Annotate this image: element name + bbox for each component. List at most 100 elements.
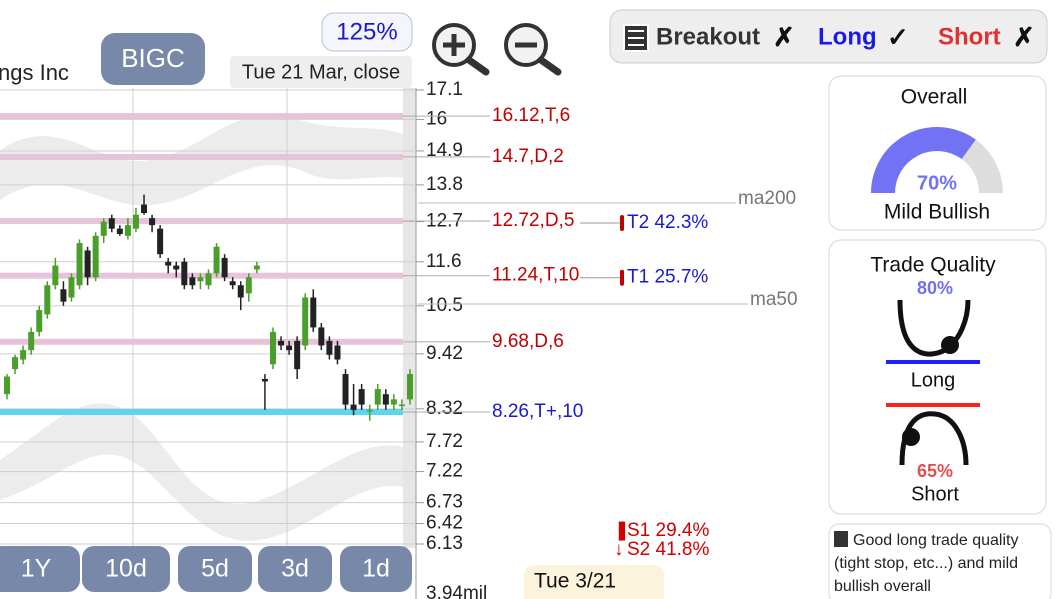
candle-body [382,394,389,405]
signal-mark: ✓ [887,22,909,52]
candle-body [390,399,397,405]
candle-body [366,409,373,412]
candle-body [350,404,357,410]
date-box [230,56,412,88]
date-badge-box [524,565,664,599]
candle-body [221,257,228,278]
stop-icon: ❚ [614,520,630,541]
candle-body [68,277,75,298]
candle-body [261,378,268,382]
zoom-out[interactable] [504,23,562,76]
candle-body [294,340,301,370]
y-tick-label: 13.8 [426,174,463,195]
zoom-in[interactable] [432,23,490,76]
candle-body [326,340,333,355]
short-label: Short [911,483,959,505]
menu-icon[interactable] [623,24,649,52]
signal-label[interactable]: Long [818,23,877,50]
period-button[interactable] [340,546,412,592]
note-icon [834,531,848,547]
period-label[interactable]: 5d [201,555,229,583]
candle-body [374,389,381,405]
period-button[interactable] [82,546,170,592]
date-badge: Tue 3/21 [534,570,616,593]
target-icon [620,269,624,286]
period-button[interactable] [258,546,332,592]
candle-body [132,214,139,229]
y-tick-label: 8.32 [426,398,463,419]
candle-body [302,297,309,346]
candle-body [213,246,220,274]
zoom-out-handle[interactable] [537,56,562,76]
candle-body [278,340,285,346]
company: ngs Inc [0,60,69,85]
y-tick-label: 17.1 [426,79,463,100]
candle-body [36,310,43,332]
band [0,115,416,206]
candle-body [157,228,164,255]
level-label: 9.68,D,6 [492,331,564,352]
y-tick-label: 6.13 [426,533,463,554]
zoom-in-handle[interactable] [465,56,490,76]
candle-body [165,261,172,266]
candle-body [4,376,10,395]
y-tick-label: 7.22 [426,461,463,482]
candle-body [173,265,180,270]
zoom-box[interactable] [321,12,413,52]
ticker[interactable]: BIGC [121,43,185,73]
candle-body [84,250,91,278]
zoom-in-plus[interactable] [443,34,465,56]
candle-body [398,404,405,407]
long-value: 80% [917,278,953,298]
overall-rating: Mild Bullish [884,201,990,224]
period-button[interactable] [178,546,252,592]
long-dot [941,336,959,354]
period-label[interactable]: 10d [105,555,147,583]
quality-card [828,239,1047,515]
period-button[interactable] [0,546,80,592]
zoom[interactable]: 125% [336,18,397,45]
quality-title: Trade Quality [870,254,996,277]
y-tick-label: 7.72 [426,431,463,452]
candle-body [108,218,115,229]
candle-body [124,225,131,236]
overall-value: 70% [917,172,957,194]
candle-body [181,261,188,286]
candle-body [334,345,341,360]
period-label[interactable]: 1Y [21,555,52,583]
level-band [0,409,403,416]
y-tick-label: 11.6 [426,251,462,272]
y-tick-label: 14.9 [426,140,463,161]
y-tick-label: 6.42 [426,513,463,534]
signal-mark: ✗ [1013,22,1035,52]
note-card [828,523,1052,599]
target-label: T1 25.7% [627,267,708,288]
candle-body [52,265,59,286]
candle-body [197,277,204,282]
signal-label[interactable]: Breakout [656,23,760,50]
level-band [0,153,403,160]
level-band [0,272,403,279]
ticker-button[interactable] [101,33,205,85]
level-label: 12.72,D,5 [492,210,574,231]
volume-label: 3.94mil [426,583,487,599]
y-tick-label: 6.73 [426,492,463,513]
candle-body [237,285,244,298]
candle-body [92,235,99,278]
candle-body [141,204,148,214]
signal-label[interactable]: Short [938,23,1001,50]
signal-mark: ✗ [773,22,795,52]
candle-body [189,277,196,286]
candle-body [149,218,156,226]
candle-body [229,281,236,286]
candle-body [116,228,123,235]
period-label[interactable]: 3d [281,555,309,583]
candle-body [269,331,276,365]
candle-body [60,289,67,302]
level-band [0,338,403,345]
level-label: 11.24,T,10 [492,265,579,286]
candle-body [253,265,260,270]
period-label[interactable]: 1d [362,555,390,583]
